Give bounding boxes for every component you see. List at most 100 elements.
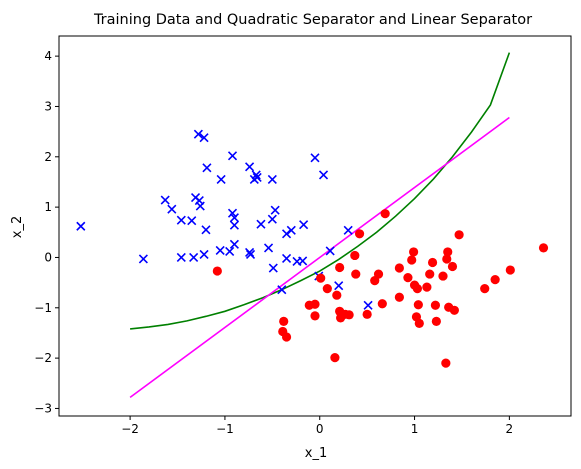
data-point-x-marker bbox=[202, 163, 212, 173]
data-point-circle-marker bbox=[422, 282, 432, 292]
data-point-circle-marker bbox=[449, 305, 459, 315]
data-point-circle-marker bbox=[412, 284, 422, 294]
data-point-circle-marker bbox=[380, 209, 390, 219]
data-point-x-marker bbox=[245, 249, 256, 260]
data-point-circle-marker bbox=[394, 292, 404, 302]
data-point-circle-marker bbox=[443, 247, 453, 257]
data-point-x-marker bbox=[299, 220, 309, 230]
data-point-circle-marker bbox=[409, 247, 419, 257]
data-point-x-marker bbox=[256, 219, 266, 229]
data-point-x-marker bbox=[277, 285, 287, 295]
data-point-x-marker bbox=[318, 170, 329, 180]
data-point-circle-marker bbox=[344, 310, 354, 320]
data-point-x-marker bbox=[363, 300, 373, 310]
data-point-circle-marker bbox=[351, 269, 361, 279]
data-point-x-marker bbox=[267, 214, 277, 224]
data-point-circle-marker bbox=[454, 230, 464, 240]
data-point-circle-marker bbox=[438, 271, 448, 281]
x-tick-label: −2 bbox=[121, 422, 139, 436]
data-point-circle-marker bbox=[279, 316, 289, 326]
data-point-circle-marker bbox=[212, 266, 222, 276]
data-point-circle-marker bbox=[430, 300, 441, 310]
data-point-x-marker bbox=[286, 225, 296, 235]
data-point-circle-marker bbox=[310, 299, 320, 309]
data-point-circle-marker bbox=[480, 284, 490, 294]
data-point-x-marker bbox=[138, 254, 148, 264]
data-point-x-marker bbox=[225, 246, 235, 256]
data-point-circle-marker bbox=[431, 316, 441, 326]
x-tick-label: −1 bbox=[216, 422, 234, 436]
data-point-circle-marker bbox=[310, 311, 320, 321]
data-point-x-marker bbox=[268, 263, 278, 273]
data-point-circle-marker bbox=[403, 272, 413, 283]
data-point-x-marker bbox=[199, 133, 209, 143]
data-point-circle-marker bbox=[394, 263, 404, 273]
data-point-x-marker bbox=[176, 215, 186, 225]
x-axis-label: x_1 bbox=[305, 446, 327, 461]
data-point-x-marker bbox=[76, 221, 86, 231]
y-tick-label: 3 bbox=[44, 99, 52, 113]
data-point-circle-marker bbox=[505, 265, 515, 275]
y-tick-label: −3 bbox=[34, 401, 52, 415]
plot-area bbox=[76, 52, 549, 399]
data-point-circle-marker bbox=[322, 284, 332, 294]
data-point-x-marker bbox=[252, 172, 262, 182]
data-point-x-marker bbox=[229, 213, 239, 223]
data-point-x-marker bbox=[167, 204, 177, 214]
data-point-circle-marker bbox=[354, 229, 365, 239]
axes: −2 −1 0 1 2 −3 −2 −1 0 1 2 3 4 bbox=[34, 35, 572, 436]
data-point-circle-marker bbox=[427, 257, 438, 268]
data-point-x-marker bbox=[195, 201, 205, 211]
y-tick-label: −2 bbox=[34, 351, 52, 365]
plot-content bbox=[76, 52, 549, 399]
data-point-x-marker bbox=[263, 243, 274, 253]
data-point-x-marker bbox=[343, 225, 353, 235]
y-tick-label: 1 bbox=[44, 200, 52, 214]
data-point-circle-marker bbox=[332, 290, 342, 300]
data-point-x-marker bbox=[215, 245, 225, 255]
data-point-circle-marker bbox=[447, 261, 458, 272]
data-point-circle-marker bbox=[538, 243, 549, 253]
data-point-x-marker bbox=[189, 252, 199, 263]
data-point-x-marker bbox=[334, 281, 344, 291]
x-tick-label: 1 bbox=[411, 422, 419, 436]
data-point-x-marker bbox=[298, 256, 308, 266]
data-point-x-marker bbox=[267, 174, 277, 185]
data-point-circle-marker bbox=[362, 309, 372, 319]
data-point-x-marker bbox=[229, 239, 239, 249]
x-tick-label: 0 bbox=[316, 422, 324, 436]
separator-line-2 bbox=[129, 116, 510, 399]
data-point-circle-marker bbox=[373, 269, 384, 279]
plot-frame bbox=[58, 35, 572, 417]
data-point-x-marker bbox=[216, 174, 226, 185]
data-point-x-marker bbox=[160, 195, 170, 205]
data-point-circle-marker bbox=[335, 262, 345, 273]
data-point-x-marker bbox=[201, 225, 211, 235]
y-tick-label: 2 bbox=[44, 150, 52, 164]
data-point-x-marker bbox=[199, 249, 209, 260]
data-point-x-marker bbox=[281, 253, 292, 264]
data-point-x-marker bbox=[176, 252, 186, 263]
data-point-circle-marker bbox=[281, 332, 292, 342]
data-point-circle-marker bbox=[413, 300, 423, 310]
data-point-circle-marker bbox=[330, 353, 340, 363]
y-axis-label: x_2 bbox=[10, 216, 25, 238]
y-tick-label: 4 bbox=[44, 49, 52, 63]
separator-line-1 bbox=[130, 52, 511, 330]
data-point-circle-marker bbox=[407, 255, 417, 265]
data-point-x-marker bbox=[245, 162, 255, 172]
data-point-x-marker bbox=[251, 170, 261, 180]
data-point-x-marker bbox=[229, 220, 239, 230]
data-point-circle-marker bbox=[441, 358, 451, 368]
data-point-circle-marker bbox=[377, 299, 387, 309]
chart-title: Training Data and Quadratic Separator an… bbox=[93, 12, 532, 28]
data-point-circle-marker bbox=[414, 318, 424, 328]
data-point-x-marker bbox=[227, 151, 238, 161]
y-tick-label: 0 bbox=[44, 250, 52, 264]
data-point-circle-marker bbox=[316, 273, 326, 283]
data-point-x-marker bbox=[187, 216, 197, 226]
x-tick-label: 2 bbox=[506, 422, 514, 436]
data-point-x-marker bbox=[310, 153, 320, 163]
